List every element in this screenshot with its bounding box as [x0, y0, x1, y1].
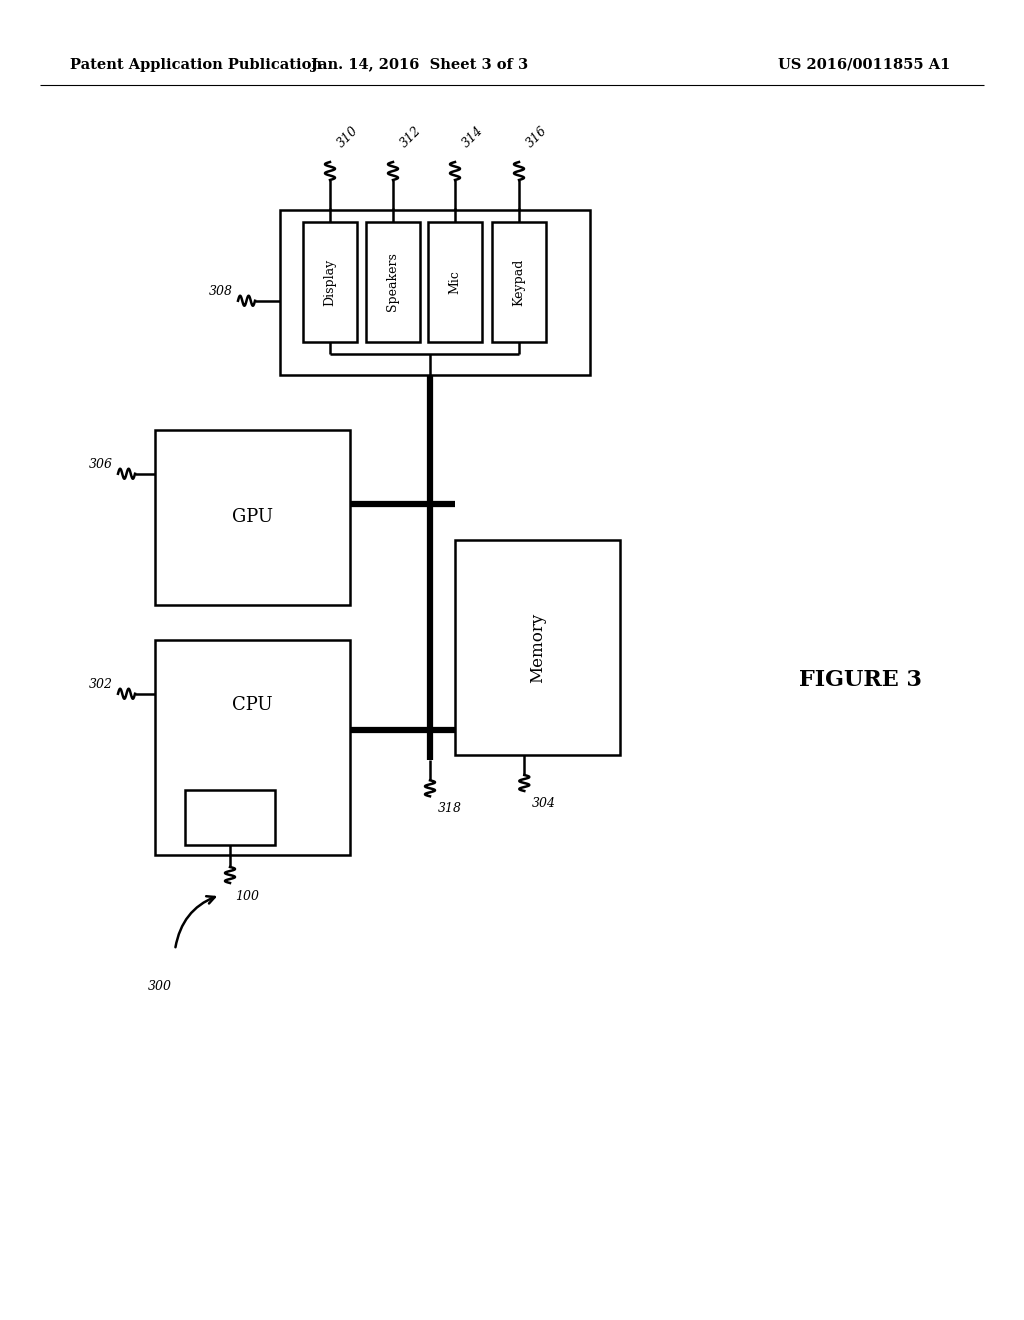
- Text: 314: 314: [460, 124, 486, 150]
- Bar: [455, 540, 620, 755]
- Bar: [280, 210, 590, 375]
- Bar: [155, 430, 350, 605]
- Text: Speakers: Speakers: [386, 252, 399, 312]
- Text: Display: Display: [324, 259, 337, 306]
- Text: 100: 100: [234, 890, 259, 903]
- Text: 308: 308: [209, 285, 233, 298]
- Text: 316: 316: [524, 124, 550, 150]
- Bar: [366, 222, 420, 342]
- Text: FIGURE 3: FIGURE 3: [799, 669, 922, 690]
- Bar: [303, 222, 357, 342]
- Bar: [428, 222, 482, 342]
- Text: US 2016/0011855 A1: US 2016/0011855 A1: [777, 58, 950, 73]
- Text: 302: 302: [89, 677, 113, 690]
- Text: 300: 300: [148, 979, 172, 993]
- Bar: [185, 789, 275, 845]
- Text: 304: 304: [532, 797, 556, 810]
- Text: Keypad: Keypad: [512, 259, 525, 306]
- Bar: [155, 640, 350, 855]
- Text: Jan. 14, 2016  Sheet 3 of 3: Jan. 14, 2016 Sheet 3 of 3: [311, 58, 528, 73]
- Text: GPU: GPU: [232, 508, 273, 527]
- Text: Patent Application Publication: Patent Application Publication: [70, 58, 322, 73]
- Text: 312: 312: [398, 124, 424, 150]
- Text: 318: 318: [438, 803, 462, 816]
- Text: 306: 306: [89, 458, 113, 471]
- Text: Memory: Memory: [529, 612, 546, 682]
- Bar: [492, 222, 546, 342]
- Text: CPU: CPU: [232, 696, 272, 714]
- Text: Mic: Mic: [449, 271, 462, 294]
- Text: 310: 310: [335, 124, 361, 150]
